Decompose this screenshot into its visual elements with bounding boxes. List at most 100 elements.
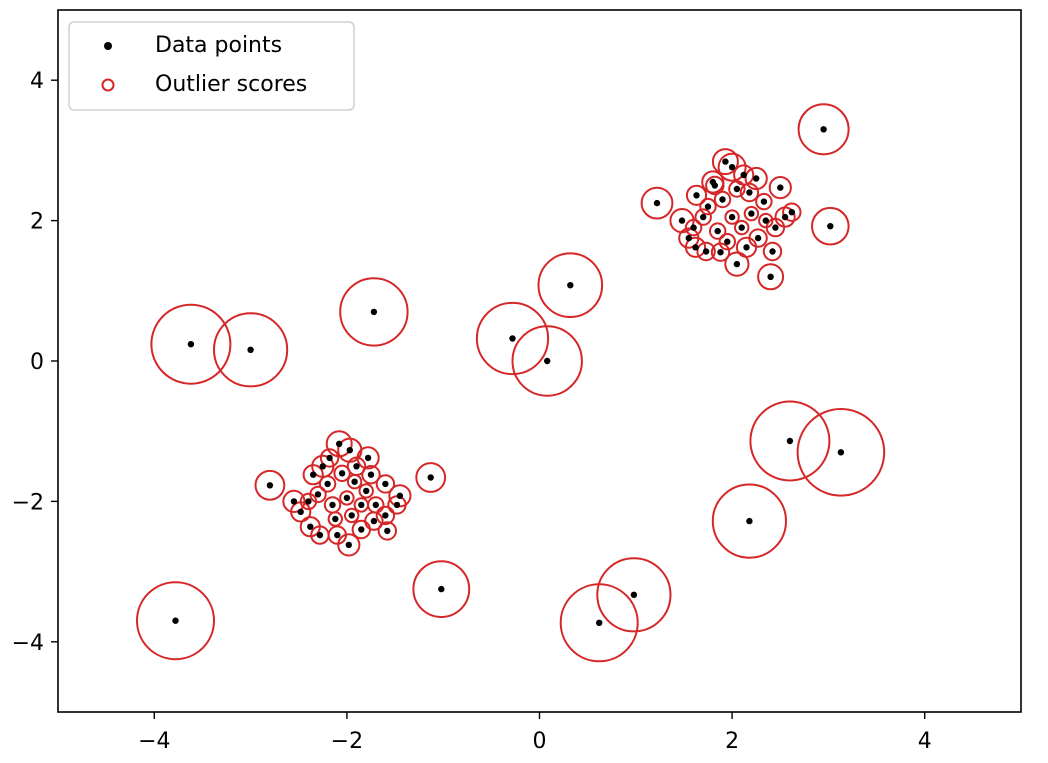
- data-point: [382, 480, 389, 488]
- outlier-score-circle: [537, 252, 604, 319]
- x-tick-label: −2: [331, 729, 363, 754]
- data-point: [314, 491, 322, 498]
- outlier-score-circle: [797, 103, 850, 156]
- legend-marker-data-points: [104, 42, 112, 50]
- legend: Data points Outlier scores: [68, 21, 355, 111]
- outlier-score-circle: [711, 483, 788, 559]
- outlier-score-circle: [724, 251, 750, 277]
- outlier-score-circle: [299, 492, 318, 511]
- outlier-score-circle: [734, 219, 750, 236]
- data-point: [329, 501, 336, 509]
- outlier-score-circle: [319, 448, 340, 468]
- data-point: [704, 203, 712, 210]
- data-point: [719, 196, 726, 203]
- outlier-score-circle: [475, 301, 550, 376]
- data-point: [781, 213, 789, 221]
- data-point: [753, 175, 760, 182]
- data-point: [717, 249, 724, 256]
- outlier-score-circle: [136, 581, 215, 661]
- data-point: [630, 591, 638, 598]
- outlier-score-circle: [684, 218, 703, 237]
- outlier-score-circle: [511, 325, 583, 397]
- outlier-score-circle: [713, 190, 732, 209]
- data-point: [837, 449, 845, 456]
- data-point: [653, 199, 661, 207]
- data-point: [743, 244, 750, 251]
- data-point: [187, 341, 195, 348]
- outlier-score-circle: [344, 507, 360, 524]
- data-point: [678, 217, 686, 224]
- data-point: [363, 487, 370, 495]
- outlier-score-circle: [724, 209, 740, 225]
- outlier-score-circle: [337, 533, 361, 557]
- outlier-score-circle: [758, 212, 774, 229]
- outlier-score-circle: [768, 176, 792, 200]
- outlier-score-circle: [375, 505, 396, 526]
- data-point: [266, 482, 274, 489]
- data-point: [700, 213, 707, 221]
- data-point: [396, 492, 404, 499]
- y-tick-label: −2: [12, 490, 44, 515]
- outlier-score-circle: [796, 408, 886, 497]
- data-point: [358, 501, 365, 509]
- data-point: [690, 224, 697, 231]
- outlier-score-circle: [743, 205, 760, 222]
- outlier-score-circle: [749, 400, 831, 482]
- outlier-score-circle: [327, 511, 343, 527]
- data-point: [343, 494, 351, 502]
- data-point: [364, 454, 372, 462]
- data-point: [711, 182, 718, 189]
- outlier-score-circle: [367, 496, 385, 514]
- data-point: [760, 198, 768, 205]
- data-point: [820, 126, 827, 133]
- outlier-score-circle: [711, 148, 739, 176]
- legend-marker-outlier-scores: [101, 78, 115, 92]
- data-point: [740, 171, 747, 179]
- y-tick-label: −4: [12, 631, 44, 656]
- plot-area: [136, 103, 886, 663]
- data-point: [310, 471, 317, 478]
- data-point: [685, 234, 692, 242]
- data-point: [693, 192, 700, 199]
- data-point: [769, 248, 776, 255]
- legend-label-data-points: Data points: [155, 33, 282, 58]
- outlier-score-circle: [318, 475, 337, 493]
- outlier-score-circle: [339, 277, 409, 347]
- data-point: [692, 244, 699, 251]
- data-point: [567, 282, 574, 289]
- y-tick-label: 4: [30, 69, 44, 94]
- data-point: [367, 471, 375, 478]
- data-point: [370, 308, 378, 316]
- axes: −4 −2 0 2 4 4 2 0 −2 −4: [12, 9, 1022, 754]
- outlier-score-circle: [339, 490, 355, 506]
- data-point: [332, 515, 339, 523]
- outlier-score-circle: [282, 489, 306, 513]
- data-point: [827, 223, 834, 230]
- outlier-score-circle: [705, 175, 725, 196]
- data-point: [733, 185, 741, 193]
- data-point: [762, 217, 769, 224]
- outlier-score-circle: [213, 312, 289, 388]
- y-tick-label: 2: [30, 210, 44, 235]
- data-point: [336, 440, 343, 447]
- outlier-score-circle: [733, 164, 755, 186]
- data-point: [509, 335, 516, 342]
- outlier-score-circle: [596, 557, 672, 633]
- outlier-score-circle: [782, 202, 802, 222]
- outlier-score-circle: [762, 241, 783, 262]
- data-point: [733, 260, 741, 268]
- data-point: [722, 158, 729, 165]
- outlier-score-circle: [361, 465, 381, 485]
- data-point: [297, 508, 304, 516]
- data-point: [772, 224, 779, 231]
- data-point: [338, 470, 346, 477]
- outlier-score-circle: [254, 469, 286, 501]
- outlier-score-circle: [377, 521, 397, 541]
- data-point: [382, 512, 389, 519]
- outlier-score-circle: [358, 483, 374, 499]
- outlier-score-circle: [412, 560, 471, 618]
- outlier-score-circle: [375, 474, 396, 494]
- data-point: [724, 238, 731, 245]
